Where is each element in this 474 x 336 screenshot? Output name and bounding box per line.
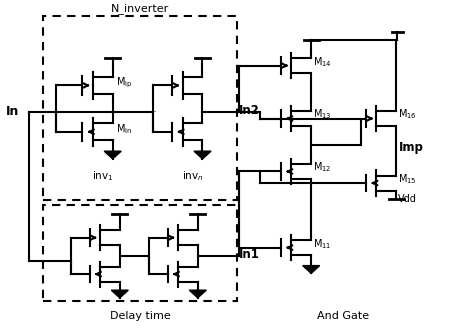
Polygon shape	[189, 290, 206, 298]
Text: M$_{12}$: M$_{12}$	[313, 161, 331, 174]
Text: inv$_n$: inv$_n$	[182, 170, 204, 183]
Polygon shape	[303, 265, 319, 274]
Bar	[43, 205, 237, 301]
Text: N_inverter: N_inverter	[111, 3, 169, 14]
Polygon shape	[104, 151, 121, 159]
Text: Vdd: Vdd	[398, 194, 417, 204]
Polygon shape	[194, 151, 211, 159]
Bar	[43, 16, 237, 200]
Text: M$_{13}$: M$_{13}$	[313, 108, 332, 121]
Text: M$_{15}$: M$_{15}$	[398, 172, 417, 186]
Text: And Gate: And Gate	[317, 311, 369, 322]
Text: M$_{11}$: M$_{11}$	[313, 237, 331, 251]
Text: M$_{14}$: M$_{14}$	[313, 55, 332, 69]
Text: inv$_1$: inv$_1$	[92, 170, 114, 183]
Text: . . . . .: . . . . .	[129, 103, 156, 114]
Text: M$_{16}$: M$_{16}$	[398, 108, 417, 121]
Text: M$_{\rm ip}$: M$_{\rm ip}$	[116, 76, 132, 90]
Text: In1: In1	[238, 248, 259, 261]
Text: In2: In2	[238, 104, 259, 117]
Text: Imp: Imp	[399, 141, 424, 154]
Text: Delay time: Delay time	[110, 311, 171, 322]
Polygon shape	[111, 290, 128, 298]
Text: In: In	[6, 106, 20, 118]
Text: M$_{\rm in}$: M$_{\rm in}$	[116, 122, 132, 136]
